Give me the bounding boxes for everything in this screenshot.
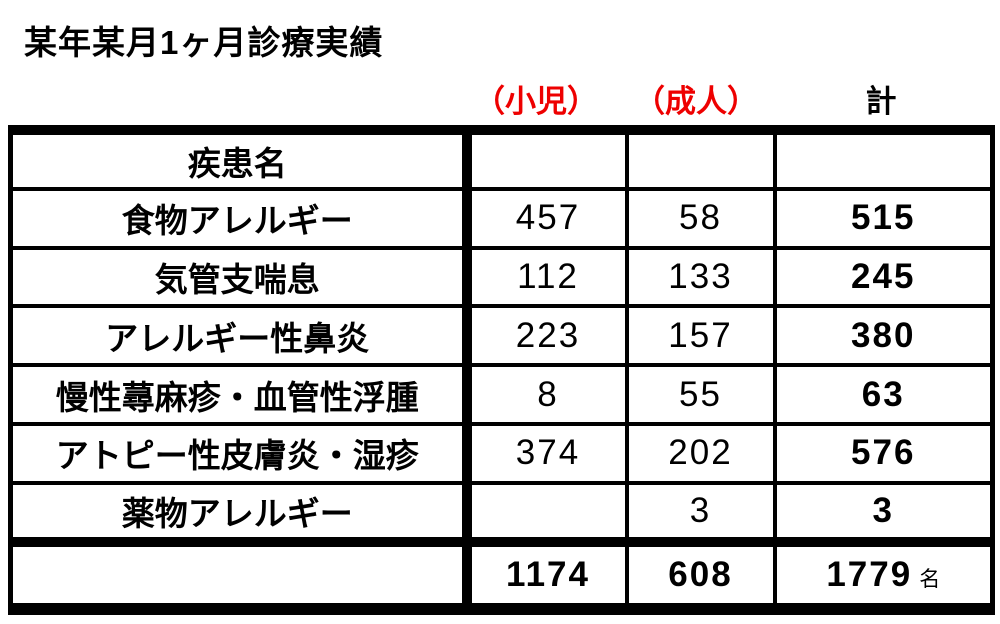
child-count-cell: 8: [464, 363, 629, 427]
disease-name-cell: アレルギー性鼻炎: [8, 304, 472, 368]
child-count-cell: 374: [464, 422, 629, 485]
page-title: 某年某月1ヶ月診療実績: [24, 24, 384, 61]
child-count-cell: [464, 480, 629, 544]
column-header-total: 計: [865, 84, 897, 119]
adult-count-cell: 133: [624, 245, 777, 309]
disease-name-cell: 薬物アレルギー: [8, 480, 472, 544]
table-header-row: 疾患名: [8, 128, 995, 191]
adult-count-cell: 58: [624, 186, 777, 250]
adult-count-cell: 55: [624, 363, 777, 427]
column-header-adults: （成人）: [634, 84, 758, 119]
disease-name-cell: 慢性蕁麻疹・血管性浮腫: [8, 363, 472, 427]
totals-empty-name-cell: [8, 536, 472, 612]
child-count-cell: 223: [464, 304, 629, 368]
grand-total-unit: 名: [919, 567, 941, 591]
disease-name-cell: アトピー性皮膚炎・湿疹: [8, 422, 472, 485]
treatment-results-table: 疾患名 食物アレルギー 457 58 515 気管支喘息 112 133 245…: [8, 125, 995, 615]
table-row-drug-allergy: 薬物アレルギー 3 3: [8, 480, 995, 544]
totals-grand-total-cell: 1779 名: [772, 536, 995, 612]
adult-count-cell: 157: [624, 304, 777, 368]
child-count-cell: 457: [464, 186, 629, 250]
table-row-atopic-dermatitis-eczema: アトピー性皮膚炎・湿疹 374 202 576: [8, 422, 995, 485]
totals-child-count-cell: 1174: [464, 536, 629, 612]
total-count-cell: 576: [772, 422, 995, 485]
total-count-cell: 515: [772, 186, 995, 250]
empty-header-cell-children: [464, 128, 629, 191]
column-header-children: （小児）: [474, 84, 598, 119]
adult-count-cell: 3: [624, 480, 777, 544]
adult-count-cell: 202: [624, 422, 777, 485]
table-row-food-allergy: 食物アレルギー 457 58 515: [8, 186, 995, 250]
total-count-cell: 380: [772, 304, 995, 368]
child-count-cell: 112: [464, 245, 629, 309]
totals-row: 1174 608 1779 名: [8, 536, 995, 612]
table-row-chronic-urticaria-angioedema: 慢性蕁麻疹・血管性浮腫 8 55 63: [8, 363, 995, 427]
total-count-cell: 245: [772, 245, 995, 309]
empty-header-cell-total: [772, 128, 995, 191]
total-count-cell: 3: [772, 480, 995, 544]
total-count-cell: 63: [772, 363, 995, 427]
table-row-allergic-rhinitis: アレルギー性鼻炎 223 157 380: [8, 304, 995, 368]
disease-name-header-cell: 疾患名: [8, 128, 472, 191]
totals-adult-count-cell: 608: [624, 536, 777, 612]
column-header-strip: （小児） （成人） 計: [452, 76, 990, 121]
empty-header-cell-adults: [624, 128, 777, 191]
disease-name-cell: 気管支喘息: [8, 245, 472, 309]
disease-name-cell: 食物アレルギー: [8, 186, 472, 250]
table-row-bronchial-asthma: 気管支喘息 112 133 245: [8, 245, 995, 309]
grand-total-value: 1779: [826, 554, 913, 594]
